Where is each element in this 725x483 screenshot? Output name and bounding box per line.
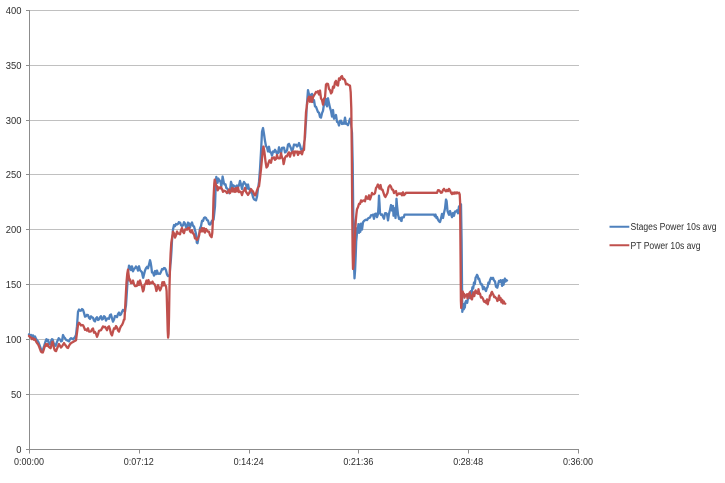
svg-text:Stages Power 10s avg: Stages Power 10s avg: [631, 222, 717, 233]
svg-text:400: 400: [6, 6, 22, 17]
svg-text:300: 300: [6, 116, 22, 127]
svg-text:0:36:00: 0:36:00: [563, 457, 593, 468]
svg-text:0:21:36: 0:21:36: [343, 457, 373, 468]
svg-text:0:28:48: 0:28:48: [453, 457, 483, 468]
svg-text:350: 350: [6, 61, 22, 72]
svg-text:0:00:00: 0:00:00: [14, 457, 44, 468]
svg-text:PT Power 10s avg: PT Power 10s avg: [631, 241, 701, 252]
svg-text:150: 150: [6, 280, 22, 291]
svg-text:250: 250: [6, 170, 22, 181]
svg-text:0:14:24: 0:14:24: [234, 457, 264, 468]
svg-text:200: 200: [6, 225, 22, 236]
svg-text:50: 50: [11, 390, 22, 401]
svg-text:100: 100: [6, 335, 22, 346]
svg-text:0: 0: [16, 445, 22, 456]
svg-text:0:07:12: 0:07:12: [124, 457, 154, 468]
